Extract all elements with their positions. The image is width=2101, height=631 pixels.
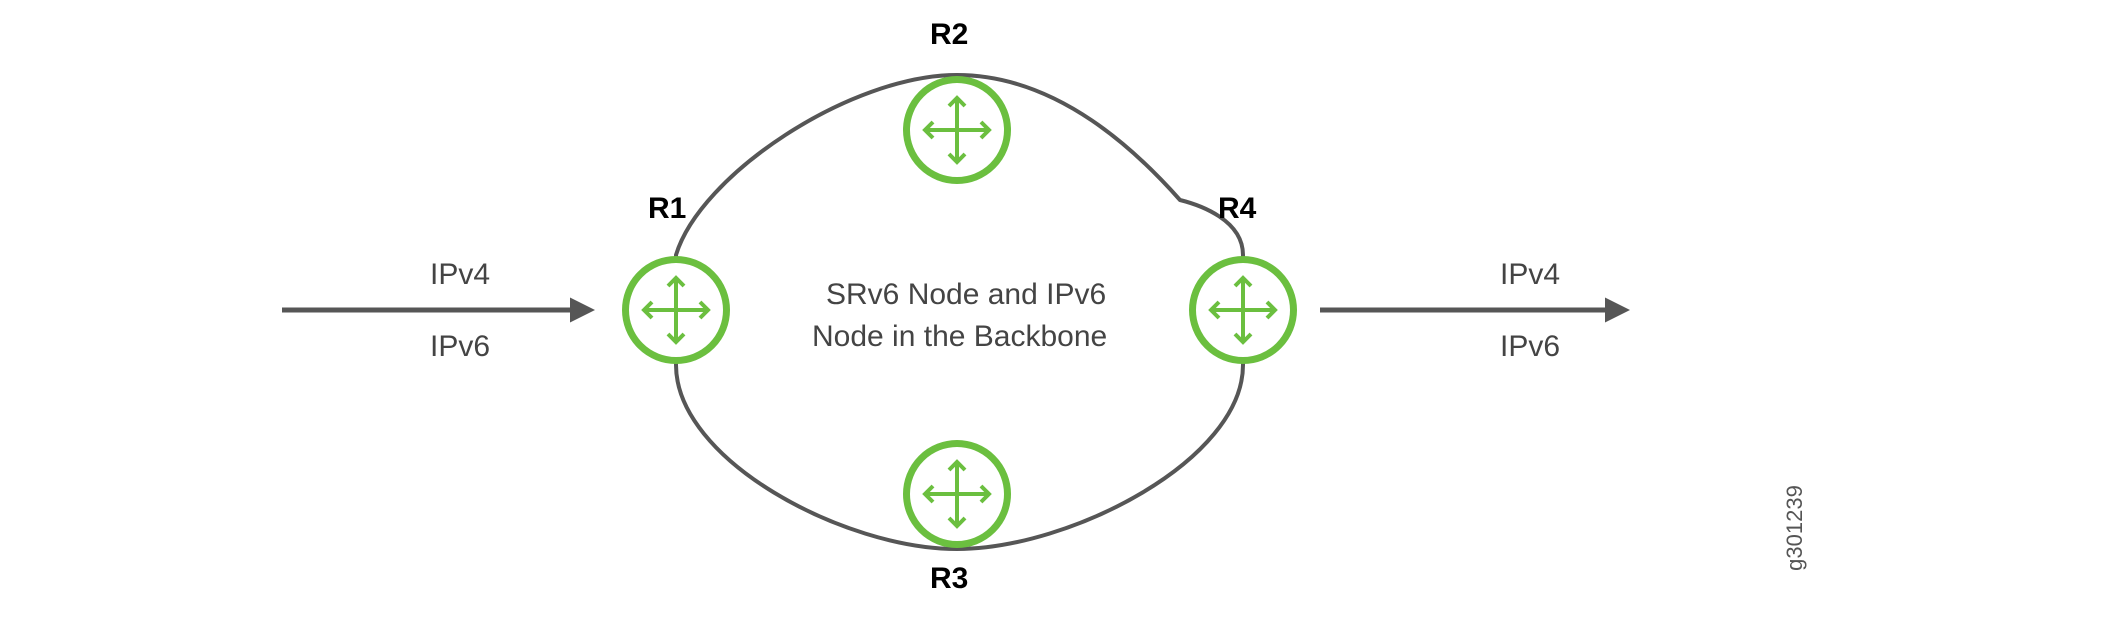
right-ipv4-label: IPv4	[1500, 258, 1560, 292]
r1-label: R1	[648, 192, 686, 226]
router-icon	[917, 90, 997, 170]
router-r3	[903, 440, 1011, 548]
router-r1	[622, 256, 730, 364]
r2-label: R2	[930, 18, 968, 52]
center-text-line1: SRv6 Node and IPv6	[826, 278, 1106, 312]
router-icon	[917, 454, 997, 534]
r3-label: R3	[930, 562, 968, 596]
r4-label: R4	[1218, 192, 1256, 226]
left-ipv6-label: IPv6	[430, 330, 490, 364]
router-icon	[1203, 270, 1283, 350]
image-id-label: g301239	[1782, 485, 1808, 571]
center-text-line2: Node in the Backbone	[812, 320, 1107, 354]
right-ipv6-label: IPv6	[1500, 330, 1560, 364]
router-r2	[903, 76, 1011, 184]
left-ipv4-label: IPv4	[430, 258, 490, 292]
network-diagram: R1 R2 R3 R4 IPv4 IPv6 IPv4 IPv6 SRv6 Nod…	[0, 0, 2101, 631]
router-r4	[1189, 256, 1297, 364]
router-icon	[636, 270, 716, 350]
